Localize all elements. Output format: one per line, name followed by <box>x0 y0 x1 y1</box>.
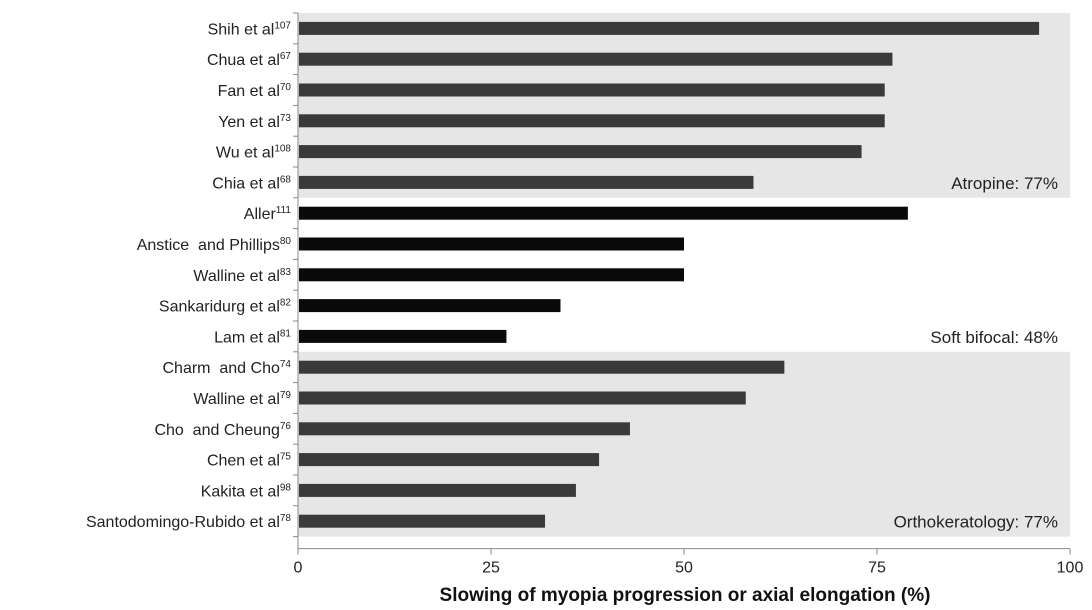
category-name: Walline et al <box>193 391 280 408</box>
category-name: Chia et al <box>212 175 280 192</box>
bar <box>299 391 746 405</box>
category-name: Lam et al <box>214 329 280 346</box>
category-name: Wu et al <box>216 145 274 162</box>
group-shading-layer <box>298 13 1070 537</box>
x-tick-label: 75 <box>868 560 886 577</box>
reference-superscript: 74 <box>280 359 292 370</box>
category-label: Sankaridurg et al82 <box>159 298 292 316</box>
group-summary-label: Atropine: 77% <box>951 174 1058 193</box>
group-shade <box>298 351 1070 537</box>
category-label: Walline et al83 <box>193 267 291 285</box>
category-name: Anstice and Phillips <box>137 237 280 254</box>
reference-superscript: 68 <box>280 174 292 185</box>
bar <box>299 237 684 251</box>
category-label: Chen et al75 <box>207 452 291 470</box>
category-label: Kakita et al98 <box>201 482 292 500</box>
bar <box>299 483 576 497</box>
reference-superscript: 73 <box>280 113 292 124</box>
category-name: Charm and Cho <box>162 360 279 377</box>
bar <box>299 175 754 189</box>
reference-superscript: 82 <box>280 298 292 309</box>
x-axis: 0 25 50 75 100 <box>293 12 1084 577</box>
bar <box>299 206 908 220</box>
category-label: Shih et al107 <box>208 20 292 38</box>
category-name: Chua et al <box>207 52 280 69</box>
reference-superscript: 108 <box>274 144 291 155</box>
reference-superscript: 67 <box>280 51 292 62</box>
group-summary-label: Soft bifocal: 48% <box>930 328 1058 347</box>
reference-superscript: 98 <box>280 482 292 493</box>
bar <box>299 422 630 436</box>
category-name: Shih et al <box>208 21 275 38</box>
bar <box>299 114 885 128</box>
reference-superscript: 81 <box>280 328 292 339</box>
reference-superscript: 80 <box>280 236 292 247</box>
reference-superscript: 70 <box>280 82 292 93</box>
reference-superscript: 78 <box>280 513 292 524</box>
category-label: Walline et al79 <box>193 390 291 408</box>
x-tick-label: 50 <box>675 560 693 577</box>
bar <box>299 514 546 528</box>
reference-superscript: 107 <box>274 20 291 31</box>
category-name: Fan et al <box>218 83 280 100</box>
category-name: Chen et al <box>207 453 280 470</box>
reference-superscript: 79 <box>280 390 292 401</box>
category-name: Santodomingo-Rubido et al <box>86 514 280 531</box>
category-label: Lam et al81 <box>214 328 291 346</box>
group-summary-label: Orthokeratology: 77% <box>894 513 1058 532</box>
bar <box>299 268 684 282</box>
x-tick-label: 25 <box>482 560 500 577</box>
group-shade <box>298 13 1070 198</box>
bar <box>299 52 893 66</box>
category-label: Anstice and Phillips80 <box>137 236 292 254</box>
category-label: Fan et al70 <box>218 82 292 100</box>
category-name: Sankaridurg et al <box>159 299 280 316</box>
bar <box>299 21 1040 35</box>
category-label: Cho and Cheung76 <box>154 421 291 439</box>
category-label: Chia et al68 <box>212 174 291 192</box>
reference-superscript: 75 <box>280 452 292 463</box>
bar <box>299 329 507 343</box>
x-tick-label: 0 <box>294 560 303 577</box>
category-label: Santodomingo-Rubido et al78 <box>86 513 291 531</box>
bar <box>299 83 885 97</box>
category-labels-layer: Shih et al107 Chua et al67 Fan et al70 Yen … <box>86 20 291 531</box>
category-name: Cho and Cheung <box>154 422 279 439</box>
reference-superscript: 76 <box>280 421 292 432</box>
category-label: Yen et al73 <box>218 113 291 131</box>
category-label: Wu et al108 <box>216 144 292 162</box>
category-name: Walline et al <box>193 268 280 285</box>
category-label: Chua et al67 <box>207 51 291 69</box>
group-labels-layer: Atropine: 77% Soft bifocal: 48% Orthokerat… <box>894 174 1058 532</box>
x-axis-title: Slowing of myopia progression or axial e… <box>440 585 931 606</box>
bar <box>299 360 785 374</box>
bar <box>299 453 600 467</box>
reference-superscript: 83 <box>280 267 292 278</box>
bar <box>299 145 862 159</box>
category-name: Kakita et al <box>201 483 280 500</box>
category-label: Aller111 <box>244 205 292 223</box>
bars-layer <box>299 21 1040 528</box>
category-name: Yen et al <box>218 114 280 131</box>
bar <box>299 299 561 313</box>
reference-superscript: 111 <box>276 205 292 216</box>
category-name: Aller <box>244 206 277 223</box>
category-label: Charm and Cho74 <box>162 359 291 377</box>
x-tick-label: 100 <box>1057 560 1084 577</box>
